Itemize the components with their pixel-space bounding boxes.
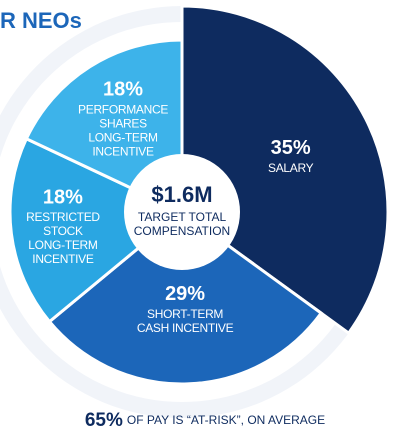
slice-value-label: 35% xyxy=(271,137,311,159)
slice-label: SHORT-TERM xyxy=(147,307,223,321)
footnote: 65% OF PAY IS “AT-RISK”, ON AVERAGE xyxy=(85,410,325,431)
slice-label: LONG-TERM xyxy=(88,130,158,144)
slice-label: LONG-TERM xyxy=(28,238,98,252)
slice-label: CASH INCENTIVE xyxy=(137,321,234,335)
slices xyxy=(8,4,390,386)
slice-label: STOCK xyxy=(43,224,83,238)
slice-value-label: 18% xyxy=(43,186,83,208)
slice-label: RESTRICTED xyxy=(26,210,100,224)
slice-label: INCENTIVE xyxy=(92,144,154,158)
center-text: COMPENSATION xyxy=(134,224,230,238)
slice-label: INCENTIVE xyxy=(32,252,94,266)
pie-slice xyxy=(8,136,185,324)
pie-slice xyxy=(180,4,390,336)
slice-label: PERFORMANCE xyxy=(78,102,168,116)
slice-value-label: 18% xyxy=(103,78,143,100)
slice-label: SALARY xyxy=(268,161,314,175)
center-value: $1.6M xyxy=(151,182,212,207)
center-text: TARGET TOTAL xyxy=(138,210,227,224)
slice-value-label: 29% xyxy=(165,283,205,305)
footnote-highlight: 65% xyxy=(85,410,123,431)
chart-title: R NEOs xyxy=(0,8,82,33)
slice-label: SHARES xyxy=(99,116,147,130)
pie-slice xyxy=(47,210,324,386)
footnote-text: OF PAY IS “AT-RISK”, ON AVERAGE xyxy=(127,413,325,427)
center-hole xyxy=(124,154,240,270)
